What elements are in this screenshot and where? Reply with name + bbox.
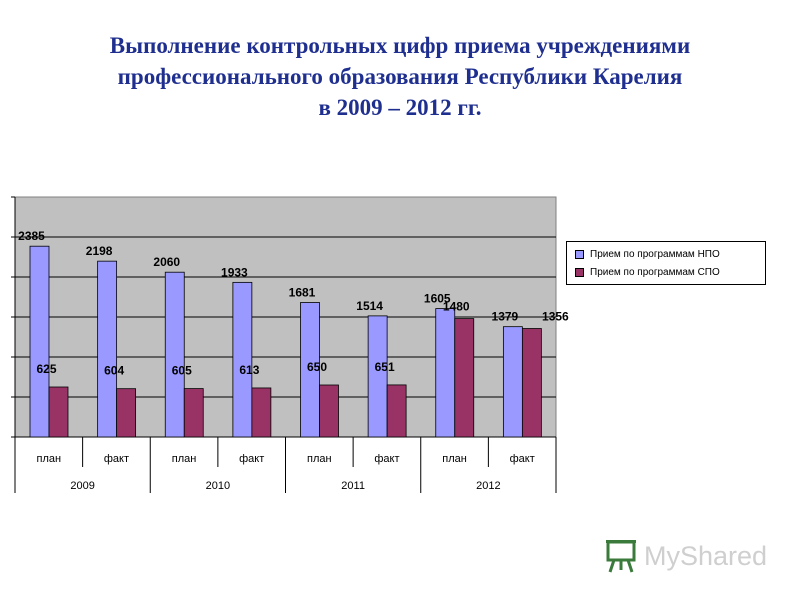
data-label-spo: 1356 <box>542 310 569 324</box>
data-label-spo: 604 <box>104 364 124 378</box>
data-label-spo: 1480 <box>443 300 470 314</box>
data-label-spo: 625 <box>36 362 56 376</box>
watermark-text: MyShared <box>644 540 768 571</box>
chart-title: Выполнение контрольных цифр приема учреж… <box>40 30 760 123</box>
data-label-npo: 2385 <box>18 229 45 243</box>
data-label-npo: 1933 <box>221 265 248 279</box>
data-label-npo: 1514 <box>356 299 383 313</box>
category-label: план <box>37 453 62 465</box>
data-label-spo: 613 <box>239 363 259 377</box>
legend: Прием по программам НПО Прием по програм… <box>566 241 766 285</box>
bar-spo <box>319 384 339 438</box>
bar-spo <box>48 386 69 438</box>
group-label: 2012 <box>476 480 500 492</box>
category-label: факт <box>374 453 399 465</box>
data-label-spo: 651 <box>375 360 395 374</box>
bar-spo <box>454 318 475 438</box>
data-label-spo: 605 <box>172 364 192 378</box>
category-label: факт <box>239 453 264 465</box>
bar-spo <box>251 387 272 438</box>
data-label-npo: 2198 <box>86 244 113 258</box>
bar-npo <box>435 308 456 438</box>
legend-swatch-npo <box>575 250 584 259</box>
bar-npo <box>232 281 253 438</box>
title-line-2: профессионального образования Республики… <box>117 64 683 89</box>
title-line-1: Выполнение контрольных цифр приема учреж… <box>109 33 691 58</box>
presentation-board-icon <box>606 540 636 573</box>
bar-spo <box>386 384 407 438</box>
bar-spo <box>116 388 137 438</box>
data-label-npo: 1379 <box>492 310 519 324</box>
bar-npo <box>367 315 388 438</box>
category-label: факт <box>510 453 535 465</box>
legend-swatch-spo <box>575 268 584 277</box>
group-label: 2010 <box>206 480 230 492</box>
bar-spo <box>183 388 204 438</box>
title-line-3: в 2009 – 2012 гг. <box>318 95 482 120</box>
group-label: 2009 <box>70 480 94 492</box>
legend-item-spo: Прием по программам СПО <box>575 267 720 278</box>
legend-label-spo: Прием по программам СПО <box>590 267 720 278</box>
bar-npo <box>164 271 185 438</box>
watermark: MyShared <box>604 534 774 578</box>
category-label: план <box>442 453 467 465</box>
category-label: план <box>307 453 332 465</box>
bar-npo <box>300 302 320 438</box>
data-label-npo: 2060 <box>153 255 180 269</box>
bar-spo <box>521 328 542 438</box>
data-label-spo: 650 <box>307 360 327 374</box>
data-label-npo: 1605 <box>424 292 451 306</box>
legend-item-npo: Прием по программам НПО <box>575 249 720 260</box>
category-label: план <box>172 453 197 465</box>
legend-label-npo: Прием по программам НПО <box>590 249 720 260</box>
bar-npo <box>29 245 50 438</box>
data-label-npo: 1681 <box>289 286 316 300</box>
bar-npo <box>97 260 118 438</box>
group-label: 2011 <box>341 480 365 492</box>
bar-npo <box>502 326 523 438</box>
category-label: факт <box>104 453 129 465</box>
